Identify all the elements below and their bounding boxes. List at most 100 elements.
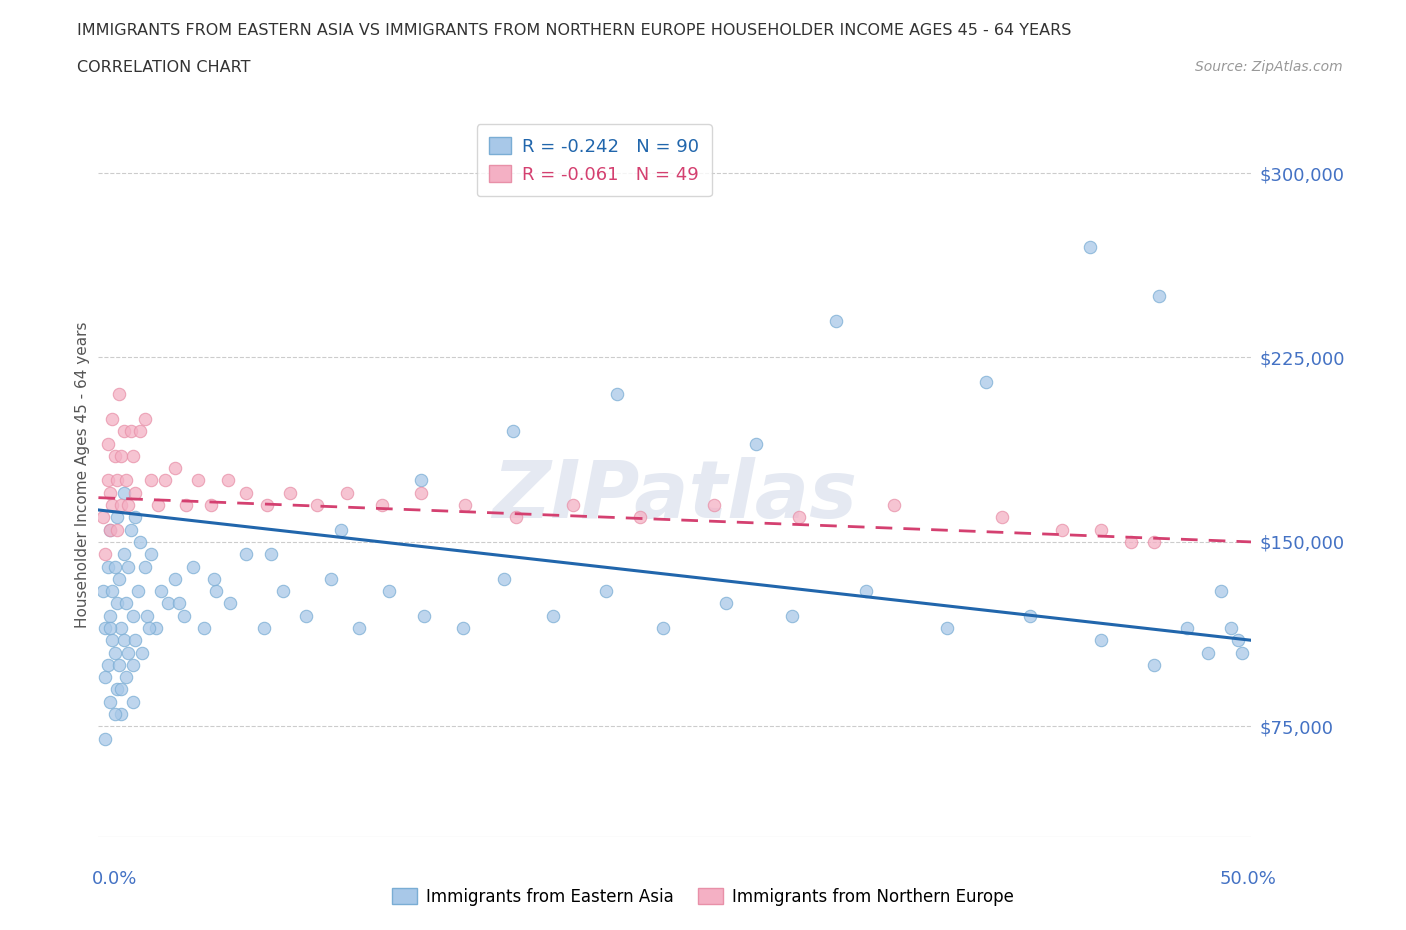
Text: ZIPatlas: ZIPatlas [492, 457, 858, 535]
Point [105, 510, 128, 525]
Point [606, 387, 628, 402]
Point [703, 498, 725, 512]
Point [122, 695, 145, 710]
Point [163, 571, 186, 586]
Point [97, 436, 120, 451]
Point [103, 645, 125, 660]
Point [1143, 535, 1166, 550]
Point [148, 498, 170, 512]
Point [1121, 535, 1143, 550]
Point [855, 584, 877, 599]
Point [94, 731, 117, 746]
Point [454, 498, 477, 512]
Point [112, 547, 135, 562]
Point [97, 658, 120, 672]
Point [124, 510, 146, 525]
Point [110, 448, 132, 463]
Point [115, 670, 138, 684]
Point [883, 498, 905, 512]
Point [174, 498, 197, 512]
Point [321, 571, 343, 586]
Point [744, 436, 766, 451]
Point [502, 424, 524, 439]
Point [505, 510, 527, 525]
Point [825, 313, 848, 328]
Point [1052, 522, 1074, 537]
Point [1090, 522, 1112, 537]
Point [98, 695, 121, 710]
Point [117, 498, 139, 512]
Point [628, 510, 651, 525]
Point [541, 608, 564, 623]
Point [1197, 645, 1219, 660]
Text: CORRELATION CHART: CORRELATION CHART [77, 60, 250, 75]
Point [149, 584, 172, 599]
Point [101, 632, 124, 647]
Point [1147, 288, 1170, 303]
Point [110, 707, 132, 722]
Point [1211, 584, 1233, 599]
Point [122, 448, 145, 463]
Point [155, 473, 177, 488]
Point [110, 682, 132, 697]
Point [134, 559, 156, 574]
Point [991, 510, 1014, 525]
Text: 0.0%: 0.0% [91, 870, 136, 888]
Point [202, 571, 225, 586]
Point [122, 658, 145, 672]
Point [94, 670, 117, 684]
Point [163, 460, 186, 475]
Point [129, 424, 152, 439]
Point [173, 608, 195, 623]
Point [652, 620, 675, 635]
Text: Source: ZipAtlas.com: Source: ZipAtlas.com [1195, 60, 1343, 74]
Point [378, 584, 401, 599]
Point [98, 522, 121, 537]
Point [105, 682, 128, 697]
Point [1019, 608, 1042, 623]
Point [131, 645, 153, 660]
Point [108, 658, 131, 672]
Point [217, 473, 239, 488]
Point [105, 596, 128, 611]
Point [156, 596, 179, 611]
Point [595, 584, 617, 599]
Point [112, 485, 135, 500]
Point [103, 707, 125, 722]
Point [110, 498, 132, 512]
Point [789, 510, 811, 525]
Point [1090, 632, 1112, 647]
Point [108, 387, 131, 402]
Point [94, 620, 117, 635]
Text: IMMIGRANTS FROM EASTERN ASIA VS IMMIGRANTS FROM NORTHERN EUROPE HOUSEHOLDER INCO: IMMIGRANTS FROM EASTERN ASIA VS IMMIGRAN… [77, 23, 1071, 38]
Point [181, 559, 204, 574]
Point [253, 620, 276, 635]
Point [1230, 645, 1253, 660]
Point [120, 522, 142, 537]
Point [336, 485, 359, 500]
Point [98, 608, 121, 623]
Point [1175, 620, 1198, 635]
Point [494, 571, 516, 586]
Point [101, 498, 124, 512]
Point [98, 620, 121, 635]
Point [271, 584, 294, 599]
Point [98, 522, 121, 537]
Point [451, 620, 474, 635]
Point [235, 547, 257, 562]
Point [94, 547, 117, 562]
Point [1078, 239, 1101, 254]
Point [200, 498, 222, 512]
Point [218, 596, 240, 611]
Point [98, 485, 121, 500]
Point [714, 596, 737, 611]
Point [141, 473, 163, 488]
Point [1143, 658, 1166, 672]
Point [193, 620, 215, 635]
Point [936, 620, 959, 635]
Point [134, 412, 156, 427]
Point [562, 498, 585, 512]
Point [129, 535, 152, 550]
Point [135, 608, 157, 623]
Point [205, 584, 228, 599]
